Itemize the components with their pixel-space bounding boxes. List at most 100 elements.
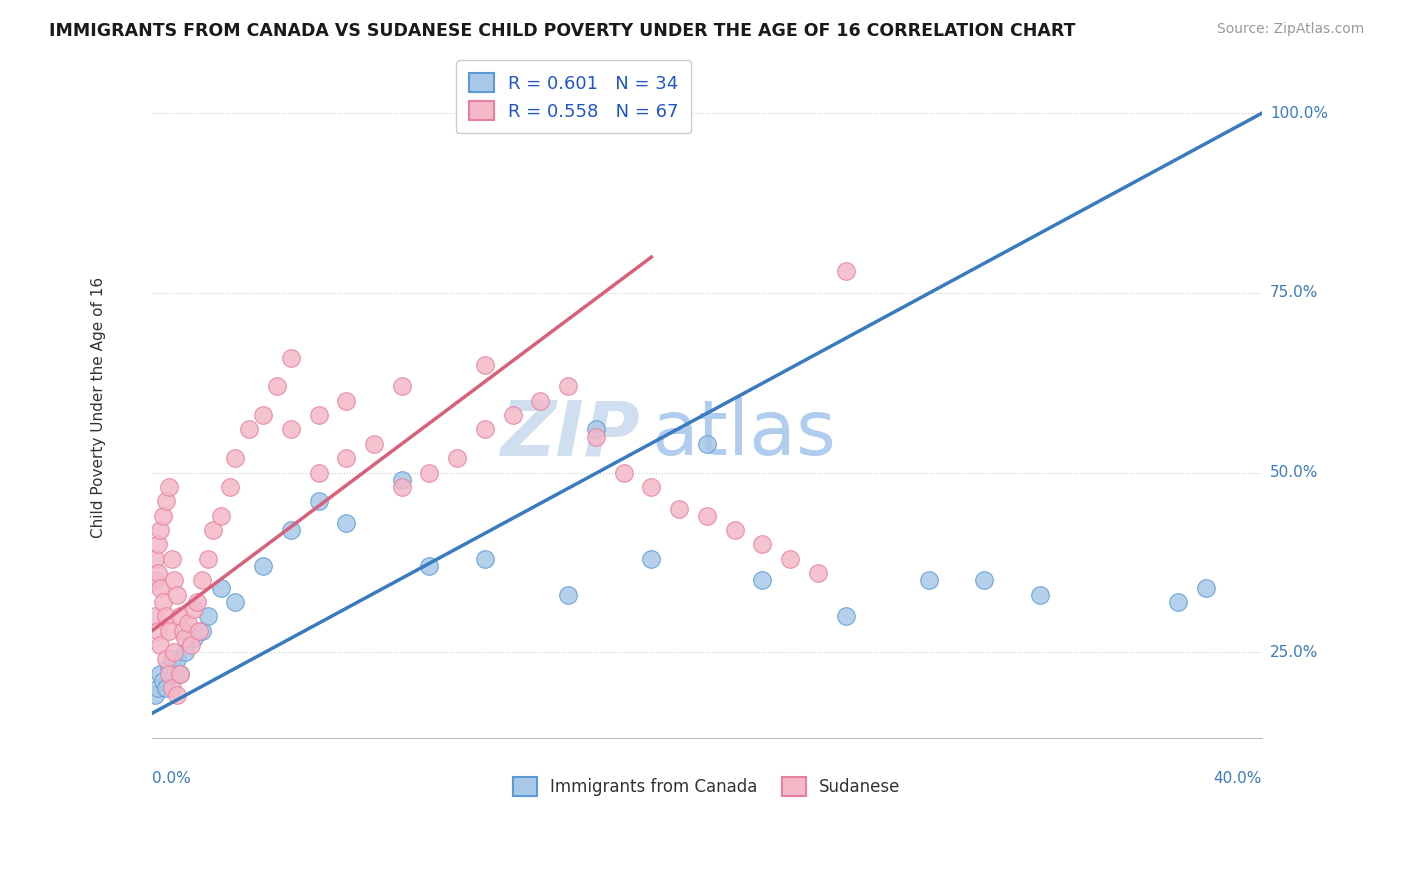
- Point: [143, 609, 166, 624]
- Point: [166, 588, 188, 602]
- Point: [191, 624, 214, 638]
- Point: [918, 574, 941, 588]
- Point: [191, 574, 214, 588]
- Point: [224, 595, 246, 609]
- Point: [834, 609, 856, 624]
- Point: [157, 480, 180, 494]
- Point: [197, 551, 219, 566]
- Text: 75.0%: 75.0%: [1270, 285, 1319, 301]
- Point: [160, 652, 183, 666]
- Point: [751, 574, 773, 588]
- Text: Child Poverty Under the Age of 16: Child Poverty Under the Age of 16: [91, 277, 107, 539]
- Point: [169, 666, 191, 681]
- Point: [335, 451, 357, 466]
- Point: [252, 408, 274, 422]
- Point: [474, 551, 496, 566]
- Point: [308, 494, 330, 508]
- Point: [723, 523, 745, 537]
- Point: [186, 595, 208, 609]
- Point: [174, 645, 197, 659]
- Text: 100.0%: 100.0%: [1270, 106, 1327, 120]
- Text: 25.0%: 25.0%: [1270, 645, 1319, 660]
- Point: [238, 422, 260, 436]
- Point: [166, 688, 188, 702]
- Point: [280, 351, 302, 365]
- Point: [266, 379, 288, 393]
- Text: 0.0%: 0.0%: [152, 771, 191, 786]
- Point: [197, 609, 219, 624]
- Point: [149, 638, 172, 652]
- Point: [696, 437, 718, 451]
- Point: [751, 537, 773, 551]
- Point: [146, 624, 169, 638]
- Point: [335, 516, 357, 530]
- Text: 40.0%: 40.0%: [1213, 771, 1261, 786]
- Point: [157, 624, 180, 638]
- Point: [163, 666, 186, 681]
- Point: [335, 393, 357, 408]
- Point: [183, 631, 205, 645]
- Text: atlas: atlas: [651, 397, 837, 471]
- Text: IMMIGRANTS FROM CANADA VS SUDANESE CHILD POVERTY UNDER THE AGE OF 16 CORRELATION: IMMIGRANTS FROM CANADA VS SUDANESE CHILD…: [49, 22, 1076, 40]
- Point: [174, 631, 197, 645]
- Text: Source: ZipAtlas.com: Source: ZipAtlas.com: [1216, 22, 1364, 37]
- Point: [218, 480, 240, 494]
- Point: [146, 537, 169, 551]
- Point: [163, 574, 186, 588]
- Text: 50.0%: 50.0%: [1270, 465, 1319, 480]
- Point: [1028, 588, 1050, 602]
- Point: [391, 473, 413, 487]
- Point: [188, 624, 211, 638]
- Point: [474, 358, 496, 372]
- Point: [169, 609, 191, 624]
- Point: [183, 602, 205, 616]
- Point: [160, 681, 183, 695]
- Point: [557, 379, 579, 393]
- Point: [502, 408, 524, 422]
- Point: [973, 574, 995, 588]
- Point: [1195, 581, 1218, 595]
- Point: [363, 437, 385, 451]
- Point: [391, 379, 413, 393]
- Point: [640, 551, 662, 566]
- Point: [202, 523, 225, 537]
- Point: [149, 581, 172, 595]
- Text: ZIP: ZIP: [501, 397, 640, 471]
- Point: [146, 566, 169, 581]
- Point: [418, 559, 440, 574]
- Point: [224, 451, 246, 466]
- Point: [180, 638, 202, 652]
- Point: [474, 422, 496, 436]
- Point: [280, 523, 302, 537]
- Point: [149, 523, 172, 537]
- Point: [155, 652, 177, 666]
- Point: [1167, 595, 1189, 609]
- Point: [585, 422, 607, 436]
- Point: [779, 551, 801, 566]
- Point: [613, 466, 636, 480]
- Point: [143, 574, 166, 588]
- Point: [280, 422, 302, 436]
- Point: [152, 508, 174, 523]
- Point: [157, 659, 180, 673]
- Point: [163, 645, 186, 659]
- Point: [252, 559, 274, 574]
- Point: [557, 588, 579, 602]
- Point: [157, 666, 180, 681]
- Point: [807, 566, 830, 581]
- Point: [177, 616, 200, 631]
- Point: [391, 480, 413, 494]
- Legend: Immigrants from Canada, Sudanese: Immigrants from Canada, Sudanese: [506, 771, 907, 803]
- Point: [446, 451, 468, 466]
- Point: [172, 624, 194, 638]
- Point: [585, 430, 607, 444]
- Point: [640, 480, 662, 494]
- Point: [696, 508, 718, 523]
- Point: [308, 408, 330, 422]
- Point: [834, 264, 856, 278]
- Point: [668, 501, 690, 516]
- Point: [418, 466, 440, 480]
- Point: [143, 688, 166, 702]
- Point: [308, 466, 330, 480]
- Point: [160, 551, 183, 566]
